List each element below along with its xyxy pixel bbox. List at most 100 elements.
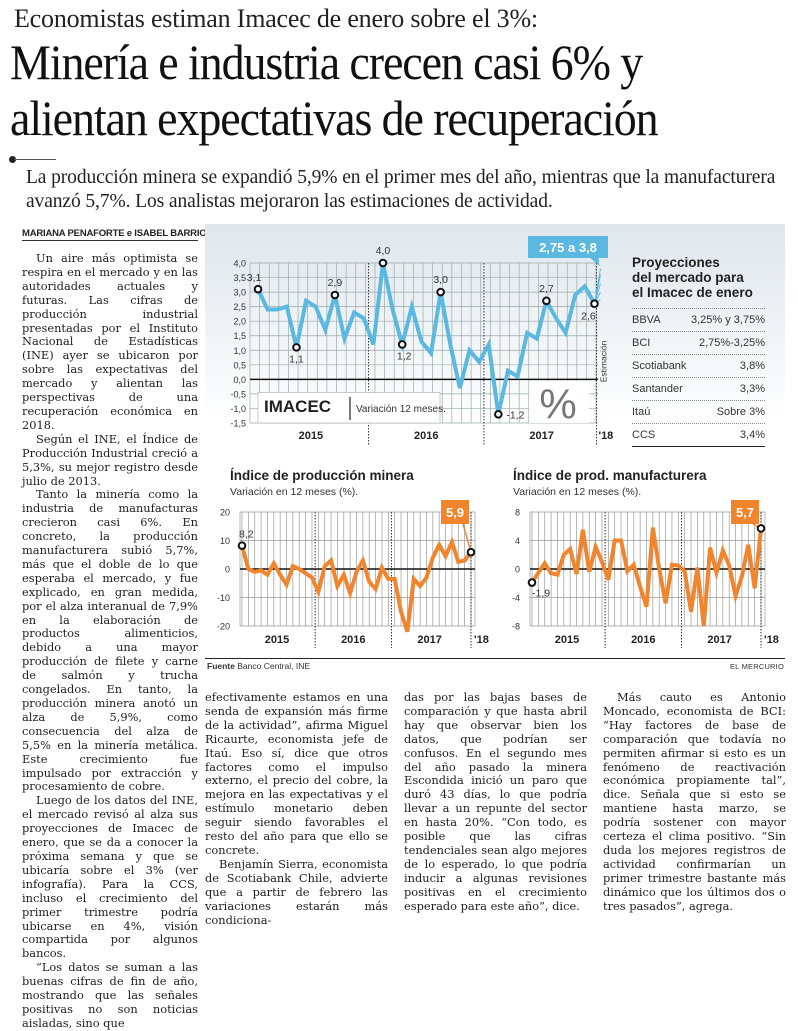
callout-text: 5,7 (736, 505, 754, 520)
estimate-callout-text: 2,75 a 3,8 (539, 240, 597, 255)
y-tick-label: 20 (220, 508, 230, 518)
projection-value: 3,25% y 3,75% (691, 314, 765, 326)
projections-title: Proyecciones del mercado para el Imacec … (632, 255, 765, 300)
paragraph: Un aire más optimista se respira en el m… (22, 251, 198, 432)
paragraph: Luego de los datos del INE, el mercado r… (22, 793, 198, 961)
data-label: 3,0 (433, 274, 448, 286)
y-tick-label: 3,5 (233, 273, 246, 283)
paragraph: Tanto la minería como la industria de ma… (22, 487, 198, 794)
y-tick-label: 4 (515, 536, 520, 546)
paragraph: Benjamín Sierra, economista de Scotiaban… (205, 856, 388, 927)
imacec-chart: 4,0 3,5 3,0 2,5 2,0 1,5 1,0 0,5 0,0 -0,5 -1,0 -1,5 I… (230, 236, 613, 445)
series-line (530, 527, 763, 627)
y-tick-label: -0,5 (230, 389, 246, 399)
y-tick-label: -1,0 (230, 404, 246, 414)
data-label: 1,1 (289, 353, 304, 365)
x-year-label: 2015 (299, 430, 323, 442)
paragraph: Según el INE, el Índice de Producción In… (22, 431, 198, 488)
estimate-callout-pointer (590, 258, 600, 266)
data-label: -1,9 (532, 588, 550, 600)
manufacturing-chart: 8 4 0 -4 -8 5,7 -1,9 2015 2016 2017 '18 (512, 500, 779, 648)
mining-chart: 20 10 0 -10 -20 5,9 8,2 2015 2016 2017 '18 (217, 500, 489, 648)
callout-text: 5,9 (446, 505, 464, 520)
projection-row: Santander 3,3% (632, 377, 765, 400)
mining-chart-subtitle: Variación en 12 meses (%). (230, 486, 359, 498)
estimate-fan-line (593, 268, 601, 304)
data-label: -1,2 (506, 409, 524, 421)
x-year-label: 2017 (707, 634, 731, 646)
body-column-1: Un aire más optimista se respira en el m… (22, 251, 198, 1031)
y-tick-label: 4,0 (233, 259, 246, 269)
data-point-marker (466, 547, 476, 557)
projections-title-line-2: del mercado para (632, 270, 744, 285)
projection-row: CCS 3,4% (632, 423, 765, 447)
projections-title-line-3: el Imacec de enero (632, 285, 753, 300)
rule-dot (9, 156, 16, 163)
projection-source: BCI (632, 337, 651, 349)
headline-line-1: Minería e industria crecen casi 6% y (10, 34, 643, 90)
data-point-marker (527, 578, 537, 587)
imacec-label-box (257, 392, 441, 424)
x-year-label: '18 (598, 430, 613, 442)
source-line: Fuente Banco Central, INE (207, 661, 310, 671)
projections-panel: Proyecciones del mercado para el Imacec … (632, 255, 765, 447)
data-point-marker (494, 409, 503, 419)
paragraph: das por las bajas bases de comparación y… (404, 690, 587, 913)
data-point-marker (237, 541, 247, 550)
y-tick-label: -8 (512, 622, 520, 632)
brand-credit: EL MERCURIO (729, 662, 784, 671)
projection-row: Scotiabank 3,8% (632, 354, 765, 377)
x-year-label: '18 (474, 634, 489, 646)
estimate-callout-box (528, 236, 608, 258)
projection-value: Sobre 3% (716, 406, 765, 418)
data-label: 1,2 (397, 350, 412, 362)
callout-box (731, 500, 759, 524)
y-tick-label: 0 (515, 565, 520, 575)
data-point-marker (542, 296, 551, 306)
paragraph: “Los datos se suman a las buenas cifras … (22, 960, 198, 1030)
x-year-label: '18 (764, 634, 779, 646)
y-tick-label: 0,0 (233, 375, 246, 385)
projection-row: BCI 2,75%-3,25% (632, 331, 765, 354)
y-tick-label: -10 (217, 593, 230, 603)
y-tick-label: -20 (217, 622, 230, 632)
y-tick-label: -4 (512, 593, 520, 603)
data-label: 4,0 (376, 245, 391, 257)
body-column-2: efectivamente estamos en una senda de ex… (205, 690, 388, 927)
imacec-sublabel: Variación 12 meses. (356, 404, 446, 415)
x-year-label: 2015 (265, 634, 289, 646)
data-label: 2,7 (539, 283, 554, 295)
source-text: Banco Central, INE (237, 661, 311, 671)
source-label: Fuente (207, 661, 235, 671)
data-point-marker (436, 287, 445, 297)
body-column-4: Más cauto es Antonio Moncado, economista… (603, 690, 786, 914)
manufacturing-chart-subtitle: Variación en 12 meses (%). (513, 486, 642, 498)
data-point-marker (292, 343, 301, 352)
projection-source: Scotiabank (632, 360, 687, 372)
headline: Minería e industria crecen casi 6% y ali… (10, 34, 737, 146)
callout-pointer (462, 523, 472, 553)
y-tick-label: 2,0 (233, 317, 246, 327)
x-year-label: 2015 (555, 634, 579, 646)
kicker: Economistas estiman Imacec de enero sobr… (14, 4, 538, 33)
x-year-label: 2017 (417, 634, 441, 646)
projection-value: 3,8% (739, 360, 765, 372)
data-point-marker (590, 299, 599, 309)
percent-box (529, 380, 589, 423)
mining-chart-title: Índice de producción minera (230, 468, 414, 483)
y-tick-label: 0,5 (233, 360, 246, 370)
percent-sign: % (539, 381, 576, 428)
y-tick-label: 0 (225, 565, 230, 575)
x-year-label: 2016 (631, 634, 655, 646)
data-label: 2,6 (581, 311, 596, 323)
projection-value: 2,75%-3,25% (698, 337, 765, 349)
data-point-marker (378, 258, 388, 268)
y-tick-label: 1,0 (233, 346, 246, 356)
paragraph: efectivamente estamos en una senda de ex… (205, 690, 388, 857)
source-rule (205, 658, 785, 659)
imacec-line (256, 262, 597, 415)
y-tick-label: 3,0 (233, 288, 246, 298)
imacec-label: IMACEC (264, 397, 331, 416)
projection-source: CCS (632, 429, 656, 441)
y-tick-label: 2,5 (233, 302, 246, 312)
